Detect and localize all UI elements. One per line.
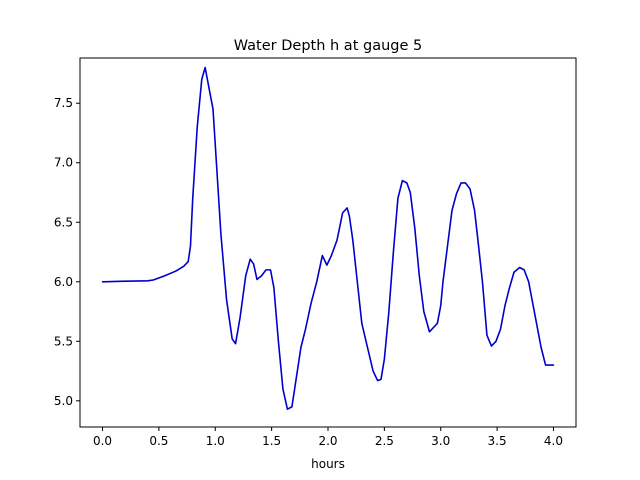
y-axis-ticks: 5.0 5.5 6.0 6.5 7.0 7.5 — [54, 96, 80, 408]
y-tick-label: 6.0 — [54, 275, 73, 289]
x-tick-label: 3.5 — [488, 434, 507, 448]
x-axis-ticks: 0.0 0.5 1.0 1.5 2.0 2.5 3.0 3.5 4.0 — [93, 427, 563, 448]
x-axis-label: hours — [311, 457, 345, 471]
series-layer — [101, 66, 555, 410]
chart-title: Water Depth h at gauge 5 — [234, 38, 422, 54]
y-tick-label: 6.5 — [54, 215, 73, 229]
x-tick-label: 4.0 — [544, 434, 563, 448]
x-tick-label: 1.5 — [262, 434, 281, 448]
x-tick-label: 2.5 — [375, 434, 394, 448]
x-tick-label: 0.5 — [149, 434, 168, 448]
y-tick-label: 7.5 — [54, 96, 73, 110]
x-tick-label: 2.0 — [318, 434, 337, 448]
y-tick-label: 5.5 — [54, 334, 73, 348]
x-tick-label: 1.0 — [206, 434, 225, 448]
series-line-0 — [101, 66, 555, 410]
y-tick-label: 7.0 — [54, 156, 73, 170]
y-tick-label: 5.0 — [54, 394, 73, 408]
x-tick-label: 3.0 — [431, 434, 450, 448]
x-tick-label: 0.0 — [93, 434, 112, 448]
